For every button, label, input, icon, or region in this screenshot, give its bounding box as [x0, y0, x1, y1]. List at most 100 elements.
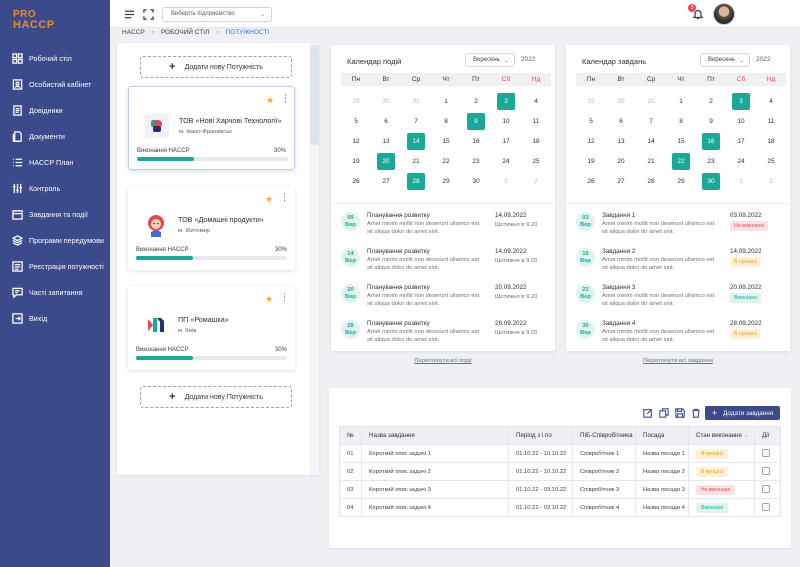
- calendar-day[interactable]: 23: [707, 157, 715, 165]
- calendar-day[interactable]: 24: [502, 157, 510, 165]
- calendar-day[interactable]: 3: [491, 91, 521, 111]
- sidebar-item-control[interactable]: Контроль: [0, 175, 110, 201]
- calendar-day[interactable]: 4: [534, 97, 538, 105]
- calendar-day[interactable]: 27: [617, 177, 625, 185]
- table-row[interactable]: 02 Короткий опис задачі 2 01.10.22 - 10.…: [339, 462, 781, 481]
- task-item[interactable]: 22 Вер Завдання 3 Amet minim mollit non d…: [576, 283, 786, 319]
- view-all-events-link[interactable]: Переглянути всі події: [414, 358, 472, 364]
- view-all-tasks-link[interactable]: Переглянути всі завдання: [643, 358, 713, 364]
- calendar-day[interactable]: 5: [354, 117, 358, 125]
- calendar-day[interactable]: 11: [767, 117, 775, 125]
- save-icon[interactable]: [675, 408, 685, 418]
- calendar-day[interactable]: 13: [382, 137, 390, 145]
- calendar-day[interactable]: 26: [587, 177, 595, 185]
- add-facility-button[interactable]: + Додати нову Потужність: [140, 56, 292, 78]
- calendar-day[interactable]: 6: [619, 117, 623, 125]
- facilities-scrollbar[interactable]: [310, 43, 319, 475]
- favorite-star-icon[interactable]: ★: [265, 194, 274, 204]
- calendar-day[interactable]: 10: [502, 117, 510, 125]
- edit-icon[interactable]: [643, 408, 653, 418]
- sidebar-item-directories[interactable]: Довідники: [0, 97, 110, 123]
- breadcrumb-item[interactable]: РОБОЧИЙ СТІЛ: [160, 29, 210, 36]
- sort-icon[interactable]: ⌄: [743, 433, 749, 439]
- calendar-day[interactable]: 26: [352, 177, 360, 185]
- calendar-day[interactable]: 22: [442, 157, 450, 165]
- calendar-day[interactable]: 2: [534, 177, 538, 185]
- calendar-day[interactable]: 18: [532, 137, 540, 145]
- calendar-day[interactable]: 15: [677, 137, 685, 145]
- calendar-day[interactable]: 7: [414, 117, 418, 125]
- calendar-day[interactable]: 30: [617, 97, 625, 105]
- calendar-day[interactable]: 1: [504, 177, 508, 185]
- table-row[interactable]: 04 Короткий опис задачі 4 01.10.22 - 02.…: [339, 498, 781, 517]
- calendar-day[interactable]: 16: [696, 131, 726, 151]
- calendar-day[interactable]: 25: [532, 157, 540, 165]
- row-checkbox[interactable]: [762, 448, 770, 457]
- calendar-day[interactable]: 28: [401, 171, 431, 191]
- sidebar-item-faq[interactable]: Часті запитання: [0, 279, 110, 305]
- more-options-icon[interactable]: ⋮: [281, 93, 290, 103]
- sidebar-item-desktop[interactable]: Робочий стіл: [0, 45, 110, 71]
- calendar-day[interactable]: 7: [649, 117, 653, 125]
- facilities-scrollbar-thumb[interactable]: [310, 45, 319, 145]
- sidebar-item-documents[interactable]: Документи: [0, 123, 110, 149]
- breadcrumb-item[interactable]: HACCP: [122, 29, 145, 36]
- copy-icon[interactable]: [659, 408, 669, 418]
- calendar-day[interactable]: 16: [472, 137, 480, 145]
- calendar-day[interactable]: 29: [442, 177, 450, 185]
- calendar-day[interactable]: 2: [769, 177, 773, 185]
- add-task-button[interactable]: + Додати завдання: [705, 406, 780, 420]
- more-options-icon[interactable]: ⋮: [280, 192, 289, 202]
- calendar-day[interactable]: 23: [472, 157, 480, 165]
- calendar-day[interactable]: 30: [472, 177, 480, 185]
- calendar-day[interactable]: 11: [532, 117, 540, 125]
- bell-icon[interactable]: [692, 8, 704, 20]
- more-options-icon[interactable]: ⋮: [280, 292, 289, 302]
- sidebar-item-haccp-plan[interactable]: HACCP План: [0, 149, 110, 175]
- calendar-day[interactable]: 15: [442, 137, 450, 145]
- calendar-day[interactable]: 21: [412, 157, 420, 165]
- event-item[interactable]: 28 Вер Планування розвитку Amet minim mol…: [341, 319, 551, 355]
- row-checkbox[interactable]: [762, 502, 770, 511]
- facility-card[interactable]: ★ ⋮ ПП «Ромашка» м. Київ Виконання HACCP…: [128, 286, 295, 370]
- calendar-day[interactable]: 25: [767, 157, 775, 165]
- facility-card[interactable]: ★ ⋮ ТОВ «Домашні продукти» м. Житомир Ви…: [128, 186, 295, 270]
- add-facility-button[interactable]: + Додати нову Потужність: [140, 386, 292, 408]
- user-avatar[interactable]: [713, 3, 735, 25]
- favorite-star-icon[interactable]: ★: [265, 294, 274, 304]
- favorite-star-icon[interactable]: ★: [266, 95, 275, 105]
- calendar-day[interactable]: 18: [767, 137, 775, 145]
- calendar-day[interactable]: 12: [587, 137, 595, 145]
- sidebar-item-logout[interactable]: Вихід: [0, 305, 110, 331]
- calendar-day[interactable]: 8: [679, 117, 683, 125]
- event-item[interactable]: 20 Вер Планування розвитку Amet minim mol…: [341, 283, 551, 319]
- calendar-day[interactable]: 10: [737, 117, 745, 125]
- task-item[interactable]: 16 Вер Завдання 2 Amet minim mollit non d…: [576, 247, 786, 283]
- calendar-day[interactable]: 12: [352, 137, 360, 145]
- calendar-day[interactable]: 22: [666, 151, 696, 171]
- calendar-day[interactable]: 13: [617, 137, 625, 145]
- calendar-day[interactable]: 30: [382, 97, 390, 105]
- facility-card[interactable]: ★ ⋮ ТОВ «Нові Харчові Технології» м. Іва…: [128, 86, 295, 170]
- sidebar-item-tasks-events[interactable]: Завдання та події: [0, 201, 110, 227]
- calendar-day[interactable]: 31: [647, 97, 655, 105]
- calendar-day[interactable]: 17: [502, 137, 510, 145]
- calendar-day[interactable]: 8: [444, 117, 448, 125]
- calendar-day[interactable]: 29: [677, 177, 685, 185]
- calendar-day[interactable]: 9: [461, 111, 491, 131]
- calendar-day[interactable]: 1: [739, 177, 743, 185]
- event-item[interactable]: 09 Вер Планування розвитку Amet minim mol…: [341, 211, 551, 247]
- calendar-day[interactable]: 14: [647, 137, 655, 145]
- calendar-day[interactable]: 17: [737, 137, 745, 145]
- trash-icon[interactable]: [691, 408, 701, 418]
- calendar-day[interactable]: 29: [587, 97, 595, 105]
- calendar-day[interactable]: 1: [444, 97, 448, 105]
- calendar-day[interactable]: 19: [587, 157, 595, 165]
- calendar-day[interactable]: 2: [474, 97, 478, 105]
- calendar-day[interactable]: 27: [382, 177, 390, 185]
- calendar-day[interactable]: 21: [647, 157, 655, 165]
- calendar-day[interactable]: 20: [617, 157, 625, 165]
- table-row[interactable]: 03 Короткий опис задачі 3 01.10.22 - 03.…: [339, 480, 781, 499]
- sidebar-item-profile[interactable]: Особистий кабінет: [0, 71, 110, 97]
- events-month-select[interactable]: Вересень ⌄: [465, 53, 515, 67]
